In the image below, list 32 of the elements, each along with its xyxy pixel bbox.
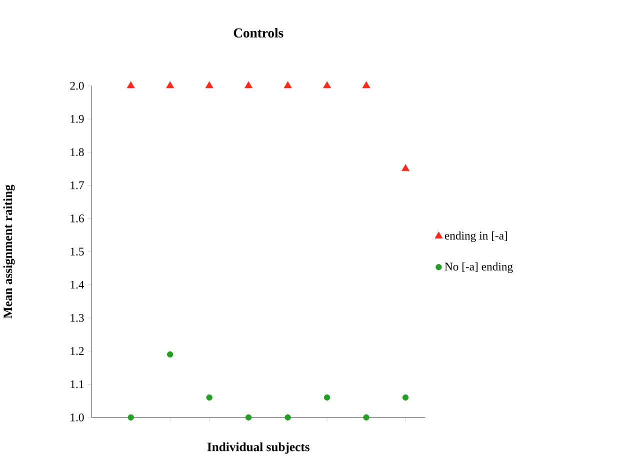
y-tick-label: 1.6 bbox=[70, 214, 84, 222]
y-tick-label: 1.7 bbox=[70, 181, 84, 190]
y-axis-title: Mean assignment raiting bbox=[3, 184, 15, 318]
point bbox=[402, 394, 409, 401]
point bbox=[402, 164, 410, 171]
y-tick-label: 1.5 bbox=[70, 248, 84, 256]
point bbox=[362, 81, 370, 88]
point bbox=[323, 81, 332, 88]
point bbox=[245, 414, 252, 420]
y-tick-label: 2.0 bbox=[70, 82, 84, 90]
legend-label: ending in [-a] bbox=[444, 231, 508, 242]
y-tick-label: 1.1 bbox=[70, 380, 84, 388]
y-tick-label: 1.9 bbox=[70, 114, 84, 123]
point bbox=[324, 394, 330, 401]
y-tick-label: 1.8 bbox=[70, 148, 84, 156]
point bbox=[363, 414, 370, 420]
point bbox=[126, 81, 135, 88]
y-tick-label: 1.3 bbox=[70, 314, 84, 322]
point bbox=[166, 81, 174, 88]
x-axis-title: Individual subjects bbox=[207, 442, 310, 454]
point bbox=[166, 351, 174, 358]
legend-label: No [-a] ending bbox=[444, 262, 513, 273]
point bbox=[284, 414, 291, 420]
y-tick-label: 1.2 bbox=[70, 347, 84, 355]
point bbox=[206, 394, 212, 401]
point bbox=[284, 81, 292, 88]
point bbox=[244, 81, 253, 88]
point bbox=[205, 81, 214, 88]
point bbox=[128, 414, 134, 420]
y-tick-label: 1.0 bbox=[70, 413, 84, 422]
y-tick-label: 1.4 bbox=[70, 280, 84, 289]
chart-title: Controls bbox=[234, 28, 284, 38]
